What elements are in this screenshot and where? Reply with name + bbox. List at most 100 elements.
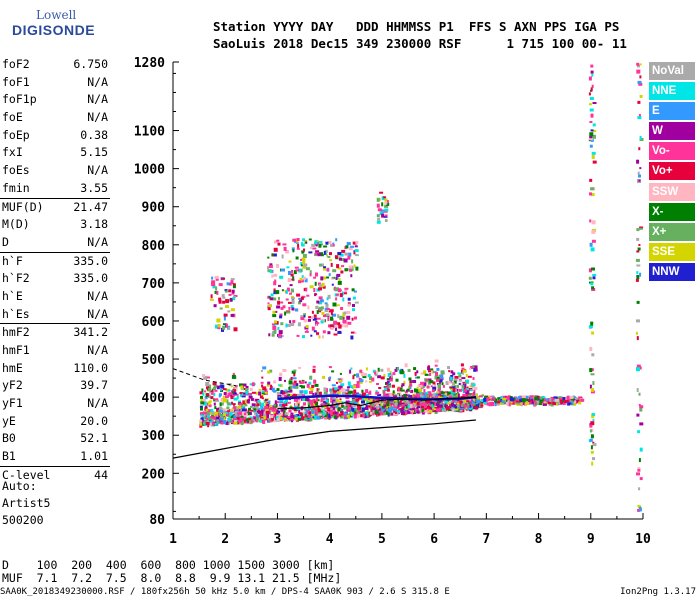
echo-point — [350, 335, 354, 340]
echo-point — [297, 243, 300, 248]
echo-point — [637, 80, 642, 84]
echo-point — [314, 240, 318, 245]
echo-point — [230, 278, 235, 281]
echo-point — [289, 395, 292, 398]
echo-point — [272, 310, 276, 314]
echo-point — [462, 393, 465, 397]
echo-point — [452, 382, 455, 386]
echo-point — [318, 335, 321, 339]
echo-point — [563, 401, 568, 403]
echo-point — [280, 390, 284, 395]
echo-point — [351, 259, 354, 264]
echo-point — [225, 305, 229, 308]
echo-point — [396, 402, 400, 407]
echo-point — [261, 384, 264, 388]
echo-point — [299, 299, 303, 303]
echo-point — [347, 403, 352, 408]
echo-point — [438, 399, 442, 403]
echo-point — [431, 404, 435, 408]
param-name: h`F — [2, 253, 23, 268]
echo-point — [591, 331, 595, 335]
echo-point — [504, 399, 508, 402]
echo-point — [269, 387, 273, 390]
echo-point — [227, 389, 231, 392]
echo-point — [318, 306, 322, 311]
echo-point — [342, 319, 347, 323]
echo-point — [468, 401, 473, 406]
echo-point — [248, 395, 253, 399]
echo-point — [205, 422, 210, 425]
echo-point — [357, 397, 362, 400]
echo-point — [392, 390, 395, 394]
echo-point — [287, 278, 291, 282]
echo-point — [303, 248, 305, 252]
echo-point — [327, 256, 331, 258]
echo-point — [273, 281, 277, 286]
echo-point — [384, 204, 389, 208]
echo-point — [312, 317, 317, 321]
echo-point — [270, 415, 273, 419]
echo-point — [453, 378, 458, 382]
echo-point — [226, 406, 230, 410]
echo-point — [307, 404, 310, 408]
echo-point — [323, 405, 327, 409]
echo-point — [475, 404, 479, 407]
echo-point — [304, 278, 308, 283]
echo-point — [340, 383, 345, 387]
echo-point — [244, 399, 248, 404]
echo-point — [333, 415, 337, 419]
echo-point — [324, 307, 328, 312]
echo-point — [301, 385, 305, 389]
echo-point — [238, 411, 243, 416]
echo-point — [213, 393, 216, 397]
echo-point — [327, 407, 331, 412]
echo-point — [366, 393, 369, 396]
echo-point — [286, 287, 290, 292]
echo-point — [484, 395, 489, 399]
echo-point — [483, 397, 487, 402]
echo-point — [216, 386, 220, 390]
echo-point — [259, 395, 263, 399]
echo-point — [301, 404, 306, 407]
echo-point — [344, 252, 349, 256]
echo-point — [500, 396, 504, 399]
echo-point — [217, 411, 221, 415]
echo-point — [520, 402, 523, 407]
echo-point — [335, 293, 339, 296]
echo-point — [436, 367, 440, 371]
echo-point — [310, 387, 314, 392]
echo-point — [207, 423, 210, 428]
echo-point — [211, 392, 214, 395]
echo-point — [336, 264, 340, 269]
echo-point — [304, 417, 308, 421]
legend-item-x: X- — [649, 202, 695, 221]
echo-point — [352, 308, 355, 312]
echo-point — [294, 266, 299, 269]
echo-point — [251, 391, 256, 394]
echo-point — [273, 288, 276, 292]
echo-point — [267, 256, 270, 259]
echo-point — [204, 390, 207, 393]
echo-point — [361, 397, 366, 401]
echo-point — [282, 412, 285, 416]
param-name: h`F2 — [2, 271, 30, 286]
echo-point — [456, 407, 460, 410]
echo-point — [592, 129, 597, 132]
echo-point — [236, 416, 240, 420]
echo-point — [270, 384, 273, 388]
echo-point — [279, 372, 283, 377]
echo-point — [309, 285, 314, 289]
echo-point — [400, 408, 404, 412]
echo-point — [367, 405, 371, 408]
echo-point — [384, 387, 388, 391]
echo-point — [406, 401, 410, 406]
echo-point — [315, 244, 318, 247]
echo-point — [223, 414, 226, 419]
echo-point — [216, 420, 220, 423]
echo-point — [325, 399, 329, 403]
echo-point — [327, 331, 331, 335]
echo-point — [295, 269, 300, 272]
echo-point — [233, 421, 238, 425]
legend-item-noval: NoVal — [649, 62, 695, 80]
echo-point — [639, 75, 642, 79]
